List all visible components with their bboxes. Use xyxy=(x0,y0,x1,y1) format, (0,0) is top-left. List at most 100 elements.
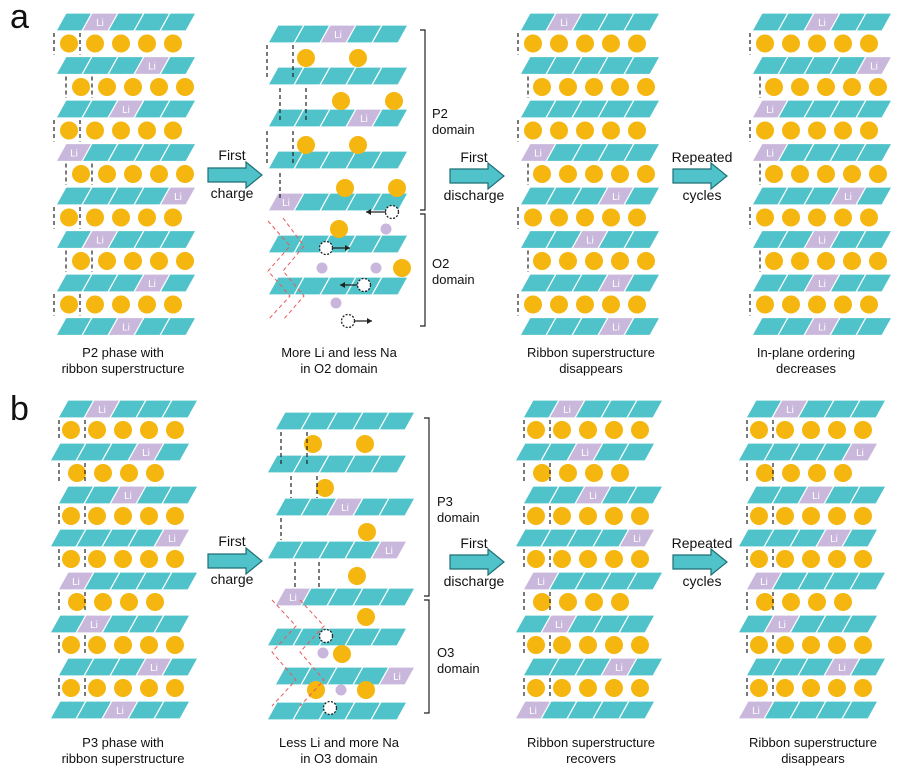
tm-octahedron xyxy=(370,108,410,128)
sodium-ion xyxy=(611,252,629,270)
tm-octahedron xyxy=(854,12,894,32)
sodium-ion xyxy=(602,208,620,227)
stacking-line xyxy=(282,217,305,321)
sodium-ion xyxy=(146,593,164,611)
sodium-ion xyxy=(579,421,597,439)
sodium-ion xyxy=(631,550,649,568)
sodium-ion xyxy=(756,34,774,53)
sodium-ion xyxy=(854,507,872,525)
tm-octahedron xyxy=(160,657,200,677)
tm-octahedron xyxy=(625,657,665,677)
sodium-ion xyxy=(527,636,545,654)
caption-b4: Ribbon superstructure disappears xyxy=(713,735,903,767)
sodium-ion xyxy=(776,679,794,697)
sodium-ion xyxy=(176,252,194,270)
tm-octahedron xyxy=(622,55,662,76)
sodium-ion xyxy=(550,208,568,227)
tm-octahedron xyxy=(622,12,662,32)
sodium-ion xyxy=(86,295,104,314)
li-octahedron-label: Li xyxy=(142,448,150,459)
sodium-ion xyxy=(98,78,116,96)
tm-octahedron xyxy=(622,99,662,119)
sodium-ion xyxy=(631,679,649,697)
tm-octahedron xyxy=(617,614,657,634)
sodium-ion xyxy=(94,593,112,611)
sodium-ion xyxy=(776,636,794,654)
sodium-ion xyxy=(605,679,623,697)
li-octahedron-label: Li xyxy=(818,236,826,247)
sodium-ion xyxy=(533,464,551,482)
sodium-ion xyxy=(316,479,334,497)
li-octahedron-label: Li xyxy=(589,491,597,502)
sodium-ion xyxy=(333,645,351,663)
li-octahedron-label: Li xyxy=(818,323,826,334)
sodium-ion xyxy=(120,464,138,482)
sodium-ion xyxy=(782,593,800,611)
sodium-ion xyxy=(631,421,649,439)
li-octahedron-label: Li xyxy=(766,105,774,116)
sodium-ion xyxy=(150,165,168,183)
tm-octahedron xyxy=(160,571,200,591)
tm-octahedron xyxy=(370,234,410,254)
li-octahedron-label: Li xyxy=(760,577,768,588)
sodium-ion xyxy=(756,295,774,314)
sodium-ion xyxy=(112,34,130,53)
li-octahedron-label: Li xyxy=(563,405,571,416)
li-octahedron-label: Li xyxy=(612,192,620,203)
li-octahedron-label: Li xyxy=(168,534,176,545)
stacking-line xyxy=(299,599,325,707)
lithium-ion xyxy=(316,262,328,274)
sodium-ion xyxy=(631,636,649,654)
li-octahedron-label: Li xyxy=(818,18,826,29)
sodium-ion xyxy=(750,636,768,654)
sodium-ion xyxy=(140,679,158,697)
sodium-ion xyxy=(68,593,86,611)
arrow-a2-label-bottom: discharge xyxy=(443,187,505,203)
sodium-ion xyxy=(750,679,768,697)
li-octahedron-label: Li xyxy=(90,620,98,631)
sodium-ion xyxy=(393,259,411,277)
sodium-ion xyxy=(605,421,623,439)
domain-bracket xyxy=(424,599,430,714)
li-octahedron-label: Li xyxy=(122,323,130,334)
domain-a-upper-line1: P2 xyxy=(432,106,448,121)
arrow-b1-label-top: First xyxy=(218,533,246,549)
tm-octahedron xyxy=(622,316,662,337)
sodium-ion xyxy=(140,636,158,654)
sodium-ion xyxy=(138,208,156,227)
sodium-ion xyxy=(765,78,783,96)
li-octahedron-label: Li xyxy=(838,663,846,674)
caption-b4-line2: disappears xyxy=(781,751,845,766)
sodium-ion xyxy=(602,121,620,140)
tm-octahedron xyxy=(848,485,888,505)
arrow-b3-label-top: Repeated xyxy=(671,535,733,551)
sodium-ion xyxy=(86,208,104,227)
li-octahedron-label: Li xyxy=(393,672,401,683)
caption-b2-line2: in O3 domain xyxy=(300,751,378,766)
tm-octahedron xyxy=(370,276,410,296)
sodium-ion xyxy=(114,636,132,654)
tm-octahedron xyxy=(854,186,894,206)
sodium-ion xyxy=(550,121,568,140)
sodium-ion xyxy=(843,165,861,183)
sodium-ion xyxy=(124,252,142,270)
domain-b-lower-label: O3 domain xyxy=(437,645,517,677)
tm-octahedron xyxy=(625,485,665,505)
vacancy-icon xyxy=(340,313,356,329)
domain-b-lower-line1: O3 xyxy=(437,645,455,660)
sodium-ion xyxy=(834,34,852,53)
li-octahedron-label: Li xyxy=(148,62,156,73)
li-octahedron-label: Li xyxy=(752,706,760,717)
sodium-ion xyxy=(98,252,116,270)
sodium-ion xyxy=(869,78,887,96)
sodium-ion xyxy=(782,295,800,314)
sodium-ion xyxy=(817,252,835,270)
tm-octahedron xyxy=(617,442,657,462)
caption-a4-line2: decreases xyxy=(776,361,836,376)
sodium-ion xyxy=(802,507,820,525)
sodium-ion xyxy=(860,208,878,227)
sodium-ion xyxy=(756,464,774,482)
li-octahedron-label: Li xyxy=(341,503,349,514)
